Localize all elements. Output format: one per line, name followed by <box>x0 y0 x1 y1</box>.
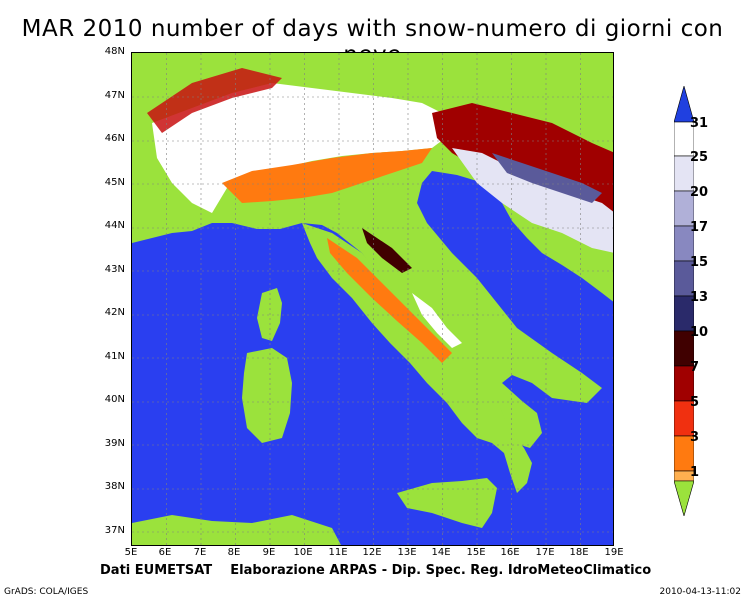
lat-label: 41N <box>104 351 125 362</box>
lat-label: 46N <box>104 133 125 144</box>
lon-label: 8E <box>227 547 241 558</box>
lon-label: 12E <box>362 547 382 558</box>
lon-label: 6E <box>158 547 172 558</box>
colorbar-label: 13 <box>690 290 709 305</box>
lat-label: 38N <box>104 481 125 492</box>
colorbar-label: 20 <box>690 185 709 200</box>
alps-snow-red <box>147 68 282 133</box>
colorbar-label: 31 <box>690 116 709 131</box>
colorbar-label: 7 <box>690 360 700 375</box>
colorbar-label: 1 <box>690 465 700 480</box>
apennine-snow <box>327 238 452 363</box>
lat-label: 44N <box>104 220 125 231</box>
lon-label: 7E <box>193 547 207 558</box>
colorbar-bottom-arrow <box>674 480 694 516</box>
data-credit: Dati EUMETSAT Elaborazione ARPAS - Dip. … <box>100 563 652 578</box>
lon-label: 13E <box>397 547 417 558</box>
software-credit: GrADS: COLA/IGES <box>4 587 89 597</box>
corsica <box>257 288 282 341</box>
alps-snow-orange <box>222 148 432 203</box>
colorbar-label: 5 <box>690 395 700 410</box>
lat-label: 45N <box>104 177 125 188</box>
lon-label: 11E <box>328 547 348 558</box>
lon-label: 14E <box>431 547 451 558</box>
lon-label: 16E <box>500 547 520 558</box>
lon-label: 18E <box>569 547 589 558</box>
lat-label: 40N <box>104 394 125 405</box>
italy-snow-map <box>132 53 613 545</box>
sicily <box>397 478 497 528</box>
apennine-snow-white <box>412 293 462 348</box>
lat-label: 47N <box>104 90 125 101</box>
lon-label: 17E <box>535 547 555 558</box>
apennine-snow-dark <box>362 228 412 273</box>
lat-label: 43N <box>104 264 125 275</box>
sardinia <box>242 348 292 443</box>
colorbar <box>674 86 694 516</box>
generation-timestamp: 2010-04-13-11:02 <box>659 587 742 597</box>
lon-label: 5E <box>124 547 138 558</box>
north-africa <box>132 515 341 545</box>
grid-lines <box>132 53 613 545</box>
lon-label: 15E <box>466 547 486 558</box>
balkan-snow-purple <box>492 153 602 203</box>
colorbar-label: 10 <box>690 325 709 340</box>
lon-label: 10E <box>293 547 313 558</box>
map-panel <box>131 52 614 546</box>
lon-label: 19E <box>604 547 624 558</box>
colorbar-label: 15 <box>690 255 709 270</box>
colorbar-label: 3 <box>690 430 700 445</box>
lat-label: 48N <box>104 46 125 57</box>
alps-snow <box>152 83 452 213</box>
lon-label: 9E <box>262 547 276 558</box>
balkan-snow-white <box>452 148 613 253</box>
lat-label: 39N <box>104 438 125 449</box>
lat-label: 42N <box>104 307 125 318</box>
colorbar-label: 17 <box>690 220 709 235</box>
lat-label: 37N <box>104 525 125 536</box>
colorbar-label: 25 <box>690 150 709 165</box>
